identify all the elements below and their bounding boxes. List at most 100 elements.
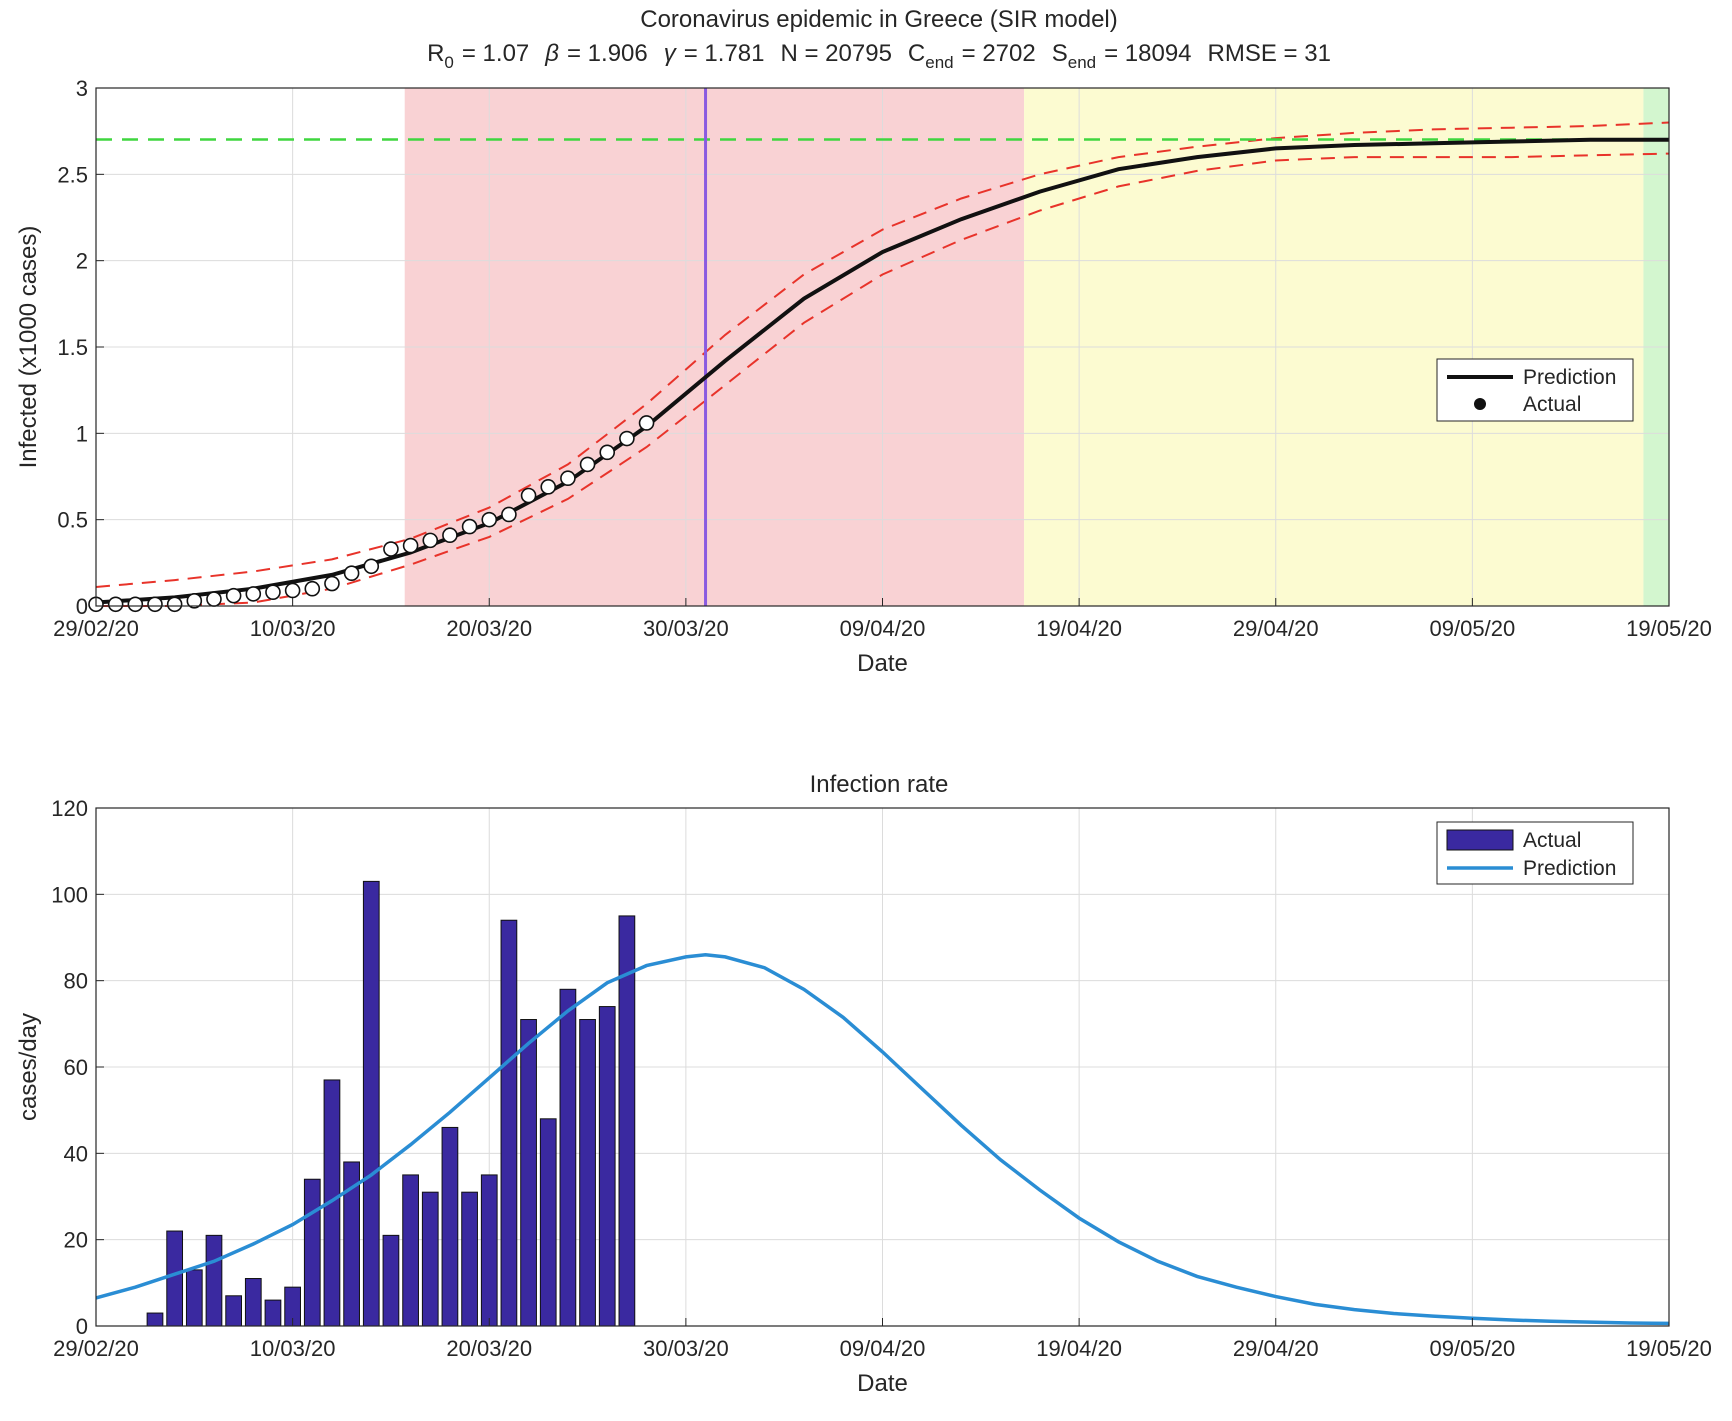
- x-tick-label: 30/03/20: [643, 616, 729, 641]
- x-tick-label: 19/05/20: [1626, 616, 1712, 641]
- actual-point: [127, 596, 144, 613]
- actual-point: [166, 596, 183, 613]
- actual-bar: [421, 1191, 439, 1327]
- y-tick-label: 2: [76, 249, 88, 274]
- actual-point: [638, 415, 655, 431]
- x-tick-label: 29/02/20: [53, 1336, 139, 1361]
- y-tick-label: 20: [64, 1228, 88, 1253]
- beta-label: β: [544, 40, 559, 67]
- sir-infected-plot: Coronavirus epidemic in Greece (SIR mode…: [15, 6, 1712, 677]
- actual-bar: [303, 1178, 321, 1327]
- actual-point: [206, 591, 222, 607]
- x-tick-label: 09/05/20: [1430, 1336, 1516, 1361]
- actual-point: [265, 584, 281, 600]
- actual-bar: [362, 880, 380, 1327]
- top-y-axis-label: Infected (x1000 cases): [15, 226, 42, 469]
- top-x-axis-label: Date: [857, 650, 908, 677]
- actual-point: [461, 518, 478, 535]
- actual-point: [304, 580, 321, 597]
- y-tick-label: 0: [76, 594, 88, 619]
- bottom-ticks: 29/02/20 10/03/20 20/03/20 30/03/20 09/04/20…: [51, 796, 1712, 1361]
- x-tick-label: 19/04/20: [1036, 616, 1122, 641]
- x-tick-label: 29/04/20: [1233, 616, 1319, 641]
- x-tick-label: 19/05/20: [1626, 1336, 1712, 1361]
- actual-bar: [225, 1295, 243, 1327]
- y-tick-label: 40: [64, 1141, 88, 1166]
- top-ticks: 29/02/20 10/03/20 20/03/20 30/03/20 09/04/20…: [53, 76, 1712, 641]
- x-tick-label: 10/03/20: [250, 1336, 336, 1361]
- top-legend: Prediction Actual: [1436, 358, 1634, 422]
- gamma-label: γ: [664, 40, 678, 67]
- actual-point: [107, 596, 124, 613]
- actual-bar: [520, 1019, 537, 1327]
- actual-bar: [559, 988, 577, 1327]
- actual-bar: [480, 1174, 498, 1327]
- confidence-upper-line: [95, 121, 1670, 588]
- rmse-value: RMSE = 31: [1208, 40, 1331, 67]
- actual-point: [147, 596, 163, 613]
- actual-bar: [264, 1299, 282, 1327]
- legend-box: [1436, 358, 1634, 422]
- actual-point: [560, 470, 576, 487]
- y-tick-label: 0: [76, 1314, 88, 1339]
- gamma-value: = 1.781: [684, 40, 765, 67]
- x-tick-label: 09/04/20: [840, 616, 926, 641]
- legend-bar-swatch: [1446, 829, 1514, 851]
- actual-point: [225, 587, 242, 604]
- actual-point: [540, 479, 557, 495]
- legend-actual-label: Actual: [1523, 393, 1581, 416]
- send-label: S: [1052, 40, 1068, 67]
- actual-bar: [205, 1234, 223, 1327]
- actual-point: [481, 511, 498, 528]
- x-tick-label: 10/03/20: [250, 616, 336, 641]
- actual-point: [383, 541, 399, 557]
- legend-actual-swatch: [1474, 398, 1486, 410]
- bottom-legend: Actual Prediction: [1436, 821, 1634, 885]
- actual-bar: [441, 1126, 459, 1327]
- legend-prediction-label: Prediction: [1523, 366, 1616, 389]
- x-tick-label: 09/05/20: [1430, 616, 1516, 641]
- y-tick-label: 120: [51, 796, 88, 821]
- y-tick-label: 3: [76, 76, 88, 101]
- actual-point: [363, 558, 380, 575]
- actual-bar: [500, 919, 518, 1327]
- bottom-prediction: [95, 953, 1670, 1326]
- cend-value: = 2702: [962, 40, 1036, 67]
- y-tick-label: 80: [64, 969, 88, 994]
- actual-point: [324, 575, 340, 592]
- cend-label: C: [908, 40, 925, 67]
- n-value: N = 20795: [781, 40, 892, 67]
- x-tick-label: 09/04/20: [840, 1336, 926, 1361]
- r0-label: R: [427, 40, 444, 67]
- actual-bar: [539, 1118, 557, 1327]
- actual-point: [402, 537, 419, 554]
- beta-value: = 1.906: [567, 40, 648, 67]
- actual-point: [284, 582, 301, 599]
- bottom-x-axis-label: Date: [857, 1370, 908, 1397]
- actual-point: [579, 456, 596, 473]
- top-title: Coronavirus epidemic in Greece (SIR mode…: [640, 6, 1118, 33]
- y-tick-label: 100: [51, 882, 88, 907]
- x-tick-label: 29/02/20: [53, 616, 139, 641]
- actual-bar: [461, 1191, 478, 1327]
- cend-subscript: end: [925, 53, 953, 72]
- x-tick-label: 29/04/20: [1233, 1336, 1319, 1361]
- y-tick-label: 60: [64, 1055, 88, 1080]
- actual-bar: [244, 1278, 262, 1327]
- actual-point: [619, 430, 635, 447]
- bottom-bars: [146, 880, 636, 1327]
- top-subtitle: R0 = 1.07 β = 1.906 γ = 1.781 N = 20795 Cend = 2…: [427, 40, 1331, 72]
- send-value: = 18094: [1104, 40, 1191, 67]
- y-tick-label: 1.5: [57, 335, 88, 360]
- y-tick-label: 2.5: [57, 162, 88, 187]
- actual-point: [422, 532, 439, 549]
- actual-bar: [185, 1269, 203, 1327]
- prediction-line: [95, 137, 1669, 605]
- actual-point: [599, 444, 616, 461]
- actual-point: [501, 506, 517, 523]
- x-tick-label: 20/03/20: [446, 1336, 532, 1361]
- bottom-y-axis-label: cases/day: [15, 1013, 42, 1121]
- actual-bar: [166, 1230, 184, 1327]
- infection-rate-plot: Infection rate 29/02/20 10/03/20 20/03/20 3…: [15, 771, 1712, 1397]
